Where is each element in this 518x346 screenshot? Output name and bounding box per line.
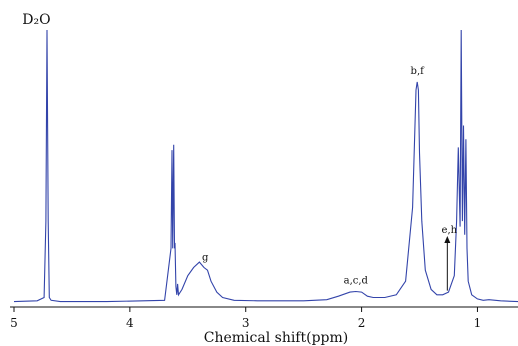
annotation-label: g [202, 252, 209, 263]
x-tick-label: 2 [358, 316, 366, 330]
plot-area [13, 29, 518, 303]
x-tick-label: 4 [126, 316, 134, 330]
annotation-label: b,f [411, 66, 426, 77]
x-tick-label: 1 [474, 316, 482, 330]
x-axis: 5 4 3 2 1 [10, 306, 518, 330]
x-axis-label: Chemical shift(ppm) [204, 330, 349, 346]
peak-annotations: D₂O g a,c,d b,f e,h [22, 12, 458, 291]
annotation-label: a,c,d [344, 276, 369, 287]
annotation-label: e,h [442, 225, 458, 236]
annotation-arrow-head [444, 236, 451, 243]
x-tick-label: 3 [242, 316, 250, 330]
annotation-d2o: D₂O [22, 12, 50, 28]
spectrum-line [13, 29, 518, 303]
x-tick-label: 5 [10, 316, 18, 330]
